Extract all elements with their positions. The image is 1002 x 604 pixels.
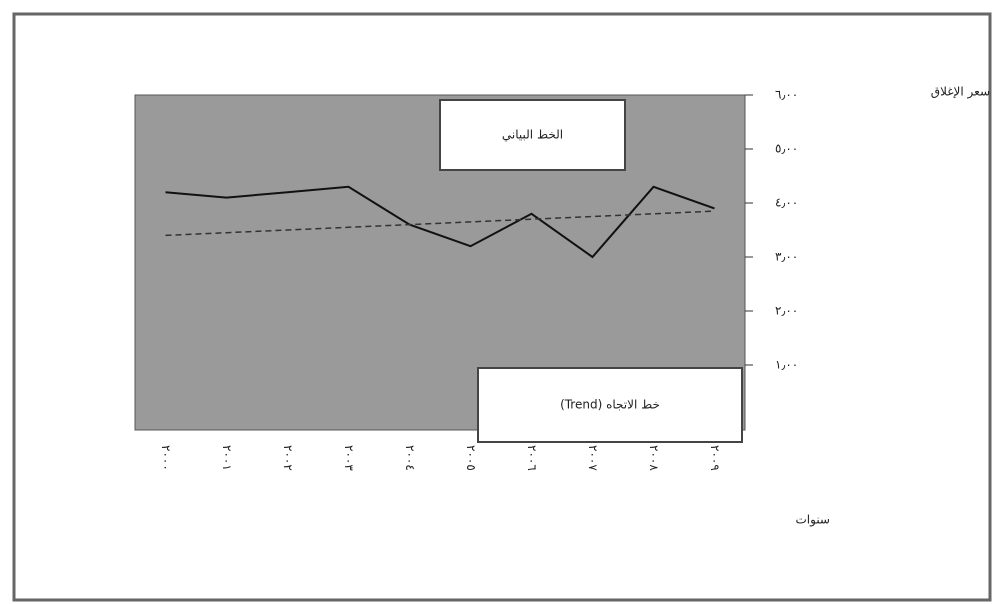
legend-label: الخط البياني	[502, 128, 563, 142]
x-tick-label: ٢٠٠٦	[525, 445, 539, 471]
x-axis-title: سنوات	[795, 513, 830, 528]
series-line	[165, 185, 715, 259]
y-tick-label: ١٫٠٠	[775, 358, 798, 372]
y-tick-label: ٦٫٠٠	[775, 88, 798, 102]
x-tick-label: ٢٠٠٩	[708, 445, 722, 471]
x-tick-label: ٢٠٠٠	[159, 445, 173, 471]
x-tick-label: ٢٠٠٣	[342, 445, 356, 471]
y-tick-label: ٥٫٠٠	[775, 142, 798, 156]
x-tick-label: ٢٠٠٨	[647, 445, 661, 471]
x-tick-label: ٢٠٠٤	[403, 445, 417, 471]
x-tick-label: ٢٠٠٥	[464, 445, 478, 471]
series-line	[165, 210, 715, 237]
x-tick-label: ٢٠٠٧	[586, 445, 600, 471]
legend-label: (Trend) خط الاتجاه	[560, 398, 660, 412]
y-tick-label: ٢٫٠٠	[775, 304, 798, 318]
x-tick-label: ٢٠٠١	[220, 445, 234, 471]
y-axis-title: سعر الإغلاق	[931, 85, 990, 100]
y-tick-label: ٣٫٠٠	[775, 250, 798, 264]
x-tick-label: ٢٠٠٢	[281, 445, 295, 471]
legend-box	[439, 99, 626, 171]
y-tick-label: ٤٫٠٠	[775, 196, 798, 210]
legend-box	[477, 367, 743, 443]
